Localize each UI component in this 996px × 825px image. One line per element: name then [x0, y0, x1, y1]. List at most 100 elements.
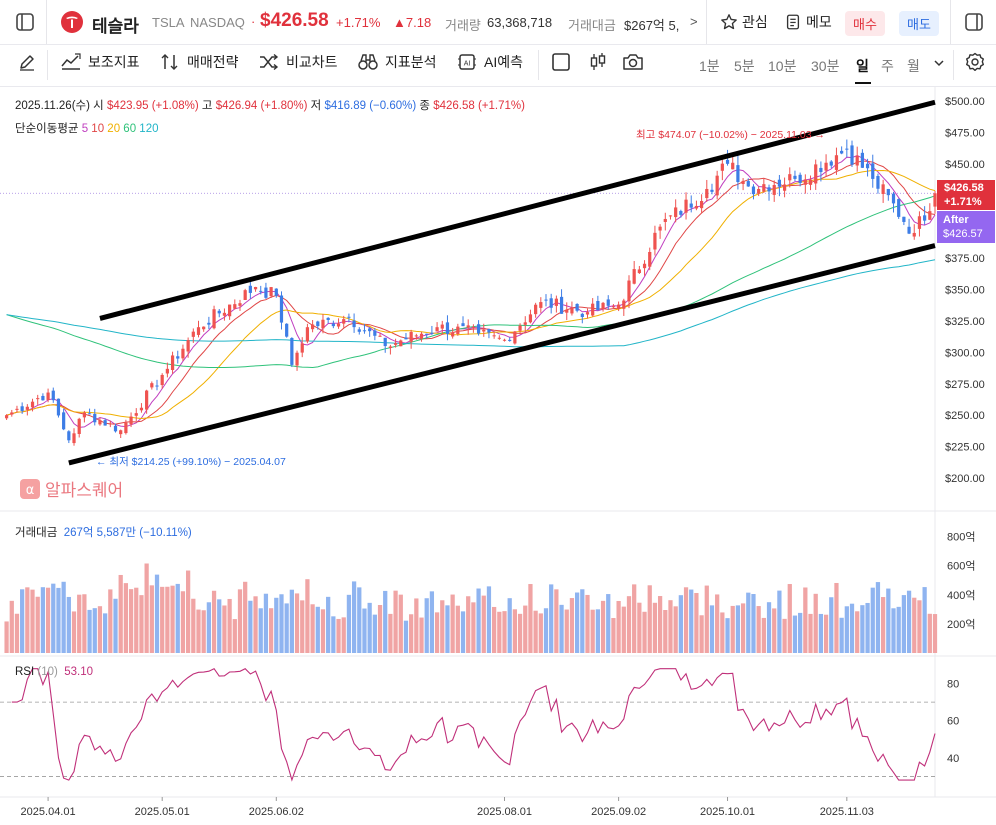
period-month[interactable]: 월 — [907, 58, 920, 74]
layout-button[interactable] — [551, 52, 571, 72]
period-10min[interactable]: 10분 — [768, 58, 797, 74]
volume-bar — [388, 613, 393, 653]
low-annotation: ← 최저 $214.25 (+99.10%) − 2025.04.07 — [96, 456, 286, 468]
buy-button[interactable]: 매수 — [845, 11, 885, 36]
memo-button[interactable]: 메모 — [784, 12, 832, 32]
close-value: $426.58 (+1.71%) — [433, 100, 525, 112]
candle-body — [207, 322, 211, 325]
strategy-label: 매매전략 — [187, 54, 239, 70]
candle-body — [720, 163, 724, 171]
volume-bar — [549, 584, 554, 653]
volume-bar — [196, 609, 201, 653]
candle-body — [310, 324, 315, 330]
volume-bar — [351, 581, 357, 653]
candle-body — [191, 331, 195, 337]
volume-bar — [77, 594, 82, 653]
candle-body — [300, 343, 304, 353]
candle-body — [684, 199, 688, 213]
grid — [0, 86, 996, 798]
volume-bar — [715, 594, 720, 653]
ohlc-info: 2025.11.26(수) 시 $423.95 (+1.08%) 고 $426.… — [15, 97, 525, 113]
candle-body — [129, 416, 133, 425]
ai-chip-icon: AI — [458, 54, 476, 70]
candle-body — [378, 335, 382, 337]
period-day[interactable]: 일 — [856, 58, 869, 74]
price-axis-label: $500.00 — [945, 96, 985, 108]
volume-bar — [766, 602, 772, 653]
sell-button[interactable]: 매도 — [899, 11, 939, 36]
volume-bar — [901, 595, 907, 653]
candle-body — [627, 280, 631, 302]
volume-bar — [419, 617, 424, 653]
candle-body — [741, 180, 745, 185]
ma-legend[interactable]: 단순이동평균 5 10 20 60 120 — [15, 120, 158, 136]
candle-body — [331, 323, 335, 327]
candle-body — [30, 401, 35, 408]
candle-type-button[interactable] — [588, 52, 608, 72]
candle-body — [435, 327, 439, 332]
volume-bar — [657, 596, 663, 653]
candle-body — [238, 303, 242, 306]
candle-body — [279, 295, 284, 323]
volume-bar — [507, 598, 512, 653]
period-1min[interactable]: 1분 — [699, 58, 720, 74]
period-week[interactable]: 주 — [881, 58, 894, 74]
sidebar-toggle-icon[interactable] — [15, 12, 35, 37]
volume-bar — [611, 618, 616, 653]
volume-bar — [310, 604, 315, 653]
stock-chart[interactable]: $500.00$475.00$450.00$425.00$400.00$375.… — [0, 86, 996, 825]
candle-body — [648, 251, 652, 267]
volume-bar — [61, 581, 66, 653]
candle-body — [788, 174, 792, 181]
volume-bar — [740, 603, 746, 653]
screenshot-button[interactable] — [622, 52, 644, 72]
settings-button[interactable] — [965, 52, 985, 72]
volume-bar — [881, 597, 886, 653]
volume-bar — [320, 609, 326, 653]
shuffle-icon — [260, 53, 279, 71]
candle-body — [451, 332, 455, 337]
volume-bar — [398, 594, 403, 653]
candlesticks[interactable] — [4, 139, 937, 446]
rsi-axis-label: 40 — [947, 753, 959, 765]
volume-bar — [927, 613, 932, 653]
draw-tool-button[interactable] — [17, 52, 37, 72]
volume-bar — [30, 589, 35, 653]
compare-button[interactable]: 비교차트 — [258, 52, 338, 72]
period-30min[interactable]: 30분 — [811, 58, 840, 74]
right-panel-toggle-icon[interactable] — [964, 12, 984, 37]
period-5min[interactable]: 5분 — [734, 58, 755, 74]
strategy-button[interactable]: 매매전략 — [159, 52, 239, 72]
volume-bar — [917, 600, 922, 653]
more-button[interactable]: > — [690, 14, 698, 29]
period-dropdown-button[interactable] — [933, 57, 945, 69]
candle-body — [471, 326, 475, 328]
candle-body — [549, 298, 553, 308]
volume-bar — [274, 597, 279, 653]
volume-bar — [798, 612, 803, 653]
candle-body — [793, 175, 797, 179]
candle-body — [871, 163, 875, 179]
ai-forecast-button[interactable]: AI AI예측 — [456, 52, 523, 72]
candle-body — [482, 329, 486, 332]
candle-body — [20, 406, 24, 412]
volume-bar — [414, 598, 419, 653]
date-axis-label: 2025.10.01 — [700, 806, 755, 818]
volume-bar — [720, 612, 725, 653]
candle-body — [580, 313, 584, 318]
volume-axis-label: 400억 — [947, 589, 975, 602]
volume-bar — [683, 587, 689, 653]
indicators-button[interactable]: 보조지표 — [60, 52, 140, 72]
candle-body — [342, 319, 346, 324]
date-axis-label: 2025.11.03 — [820, 806, 874, 818]
candle-body — [233, 304, 237, 309]
candle-body — [751, 186, 756, 195]
watch-button[interactable]: 관심 — [720, 12, 768, 32]
watermark: α 알파스퀘어 — [20, 476, 123, 501]
volume-bar — [40, 587, 46, 653]
candle-body — [264, 287, 268, 298]
analysis-button[interactable]: 지표분석 — [357, 52, 437, 72]
candle-body — [611, 306, 616, 308]
price-tag-price: $426.58 — [944, 182, 984, 194]
candle-body — [155, 385, 159, 387]
